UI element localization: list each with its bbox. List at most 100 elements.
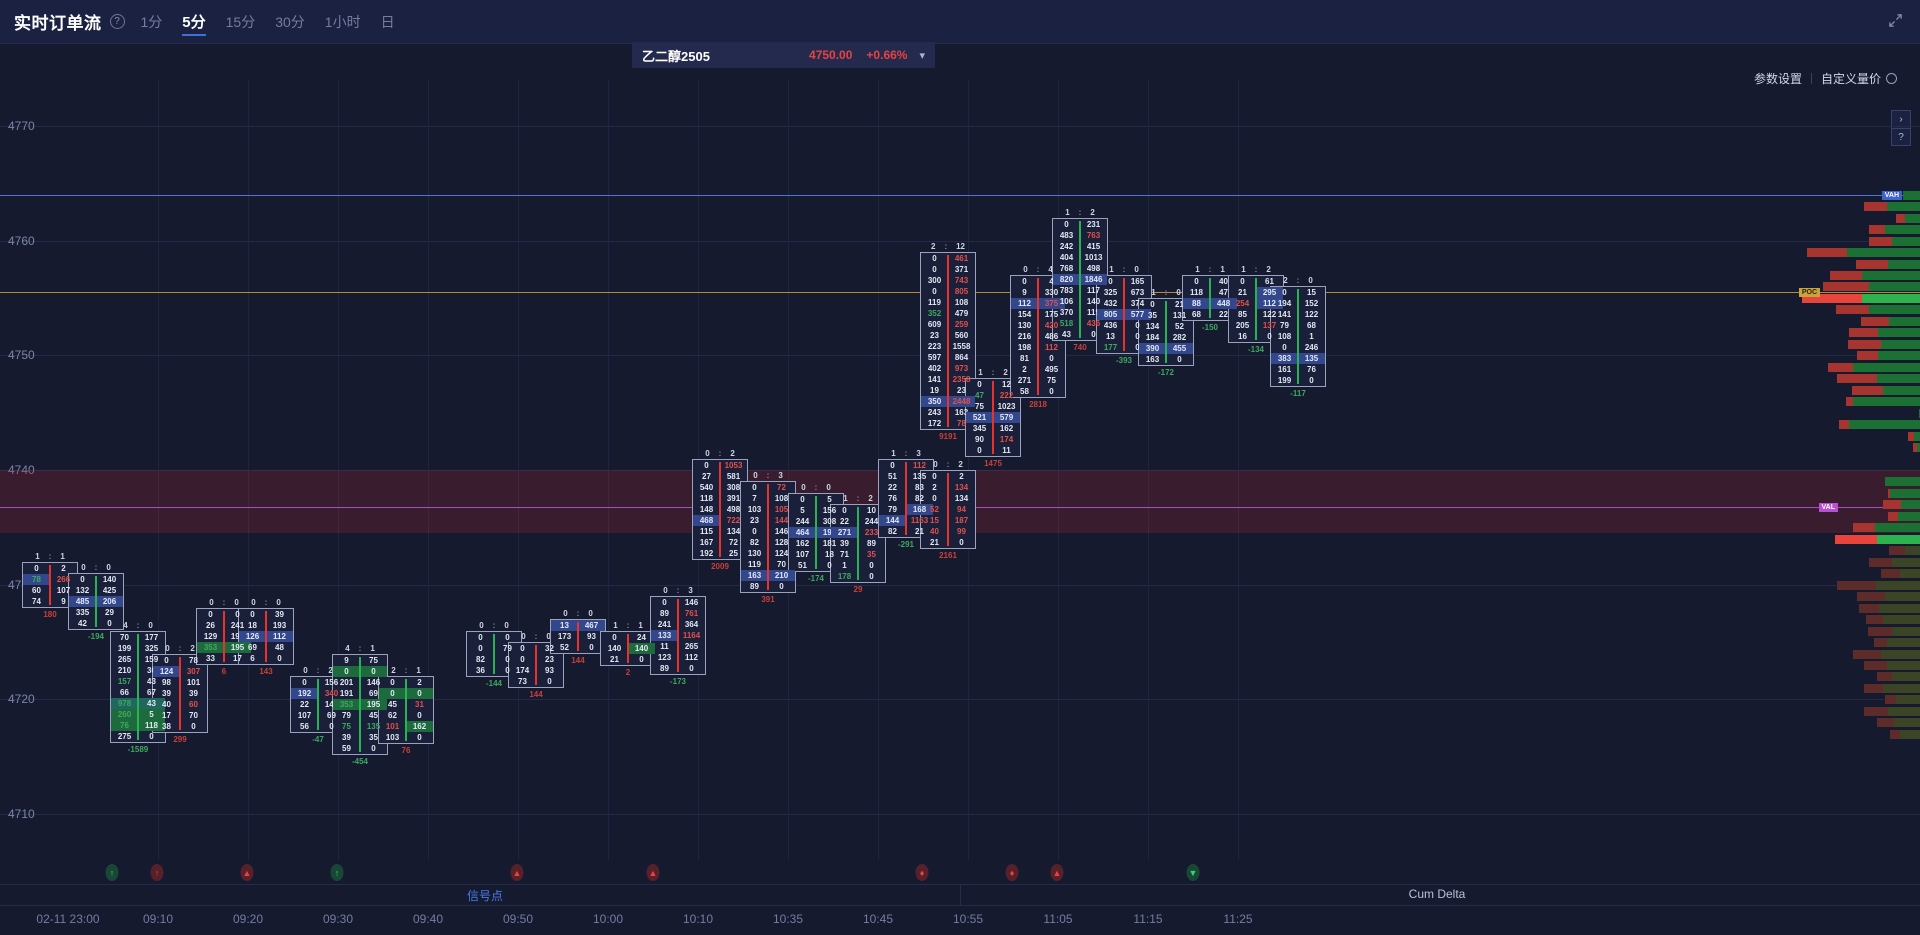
chevron-down-icon[interactable]: ▾ <box>919 49 925 62</box>
cluster-candle-spine <box>405 679 407 742</box>
footprint-cluster[interactable]: 1:3 0 112 51 135 22 83 76 82 79 168 144 1163 82 21 -291 <box>878 448 934 550</box>
signal-marker-sell[interactable]: ▲ <box>240 864 254 881</box>
ask-volume-cell: 0 <box>959 538 964 547</box>
footprint-cluster[interactable]: 0:0 0 0 26 241 129 195 353 195 33 17 6 <box>196 597 252 677</box>
footprint-cluster[interactable]: 1:0 0 165 325 673 432 374 805 577 436 0 13 0 177 0 -393 <box>1096 264 1152 366</box>
footprint-cluster[interactable]: 2:12 0 461 0 371 300 743 0 805 119 108 352 479 609 259… <box>920 241 976 442</box>
cluster-imbalance-header: 1:1 <box>600 620 656 631</box>
footprint-cluster[interactable]: 1:2 0 231 483 763 242 415 404 1013 768 498 820 1846 7… <box>1052 207 1108 353</box>
footprint-cluster[interactable]: 2:0 0 15 194 152 141 122 79 68 108 1 0 246 383 135 161 7… <box>1270 275 1326 399</box>
chart-plot-area[interactable]: 4770476047504740473047204710 1:102782666… <box>0 80 1920 860</box>
signal-marker-sell[interactable]: ▲ <box>646 864 660 881</box>
footprint-cluster[interactable]: 0:0 0 32 0 23 174 93 73 0 144 <box>508 631 564 700</box>
footprint-row: 140 140 <box>601 642 655 654</box>
ask-volume-cell: 2 <box>417 678 422 688</box>
cluster-candle-spine <box>1165 300 1167 363</box>
signal-marker-sell[interactable]: ▲ <box>1050 864 1064 881</box>
cluster-candle-spine <box>815 495 817 569</box>
bid-volume-cell: 244 <box>795 516 810 526</box>
buy-volume-bar <box>1889 316 1920 326</box>
ask-volume-cell: 118 <box>138 719 165 731</box>
question-circle-icon[interactable]: ? <box>109 14 125 29</box>
footprint-cluster[interactable]: 1:2 0 61 21 295 254 112 85 122 205 137 16 0 -134 <box>1228 264 1284 355</box>
footprint-cluster[interactable]: 0:4 0 4 9 330 112 375 154 175 130 420 216 486 198 112 8… <box>1010 264 1066 410</box>
symbol-banner[interactable]: 乙二醇2505 4750.00 +0.66% ▾ <box>632 42 935 68</box>
imbalance-bid: 0 <box>563 609 568 619</box>
bid-volume-cell: 39 <box>162 688 171 698</box>
ask-volume-cell: 69 <box>327 711 336 721</box>
footprint-cluster[interactable]: 1:1 0 24 140 140 21 0 2 <box>600 620 656 678</box>
ask-volume-cell: 231 <box>1086 219 1101 229</box>
bid-volume-cell: 35 <box>1148 310 1157 320</box>
ask-volume-cell: 112 <box>685 653 698 663</box>
ask-volume-cell: 233 <box>864 528 879 538</box>
footprint-row: 468 722 <box>693 514 747 526</box>
signal-marker-sell[interactable]: ▲ <box>510 864 524 881</box>
poc-tag: POC <box>1798 288 1820 298</box>
ask-volume-cell: 448 <box>1210 298 1237 309</box>
signal-marker-buy[interactable]: ▼ <box>1186 864 1200 881</box>
custom-volume-price-button[interactable]: 自定义量价 <box>1812 70 1906 87</box>
footprint-cluster[interactable]: 0:2 0 156 192 340 22 146 107 69 56 0 -47 <box>290 665 346 745</box>
footprint-row: 0 165 <box>1097 276 1151 287</box>
bid-volume-cell: 978 <box>111 697 138 709</box>
signal-marker-sell[interactable]: ↑ <box>150 864 164 881</box>
timeframe-tab-0[interactable]: 1分 <box>141 0 163 44</box>
bid-volume-cell: 402 <box>927 364 942 374</box>
footprint-cluster[interactable]: 0:0 13 467 173 93 52 0 144 <box>550 608 606 666</box>
imbalance-ask: 2 <box>1003 368 1008 378</box>
cluster-delta-value: -174 <box>807 573 824 583</box>
timeframe-tab-1[interactable]: 5分 <box>182 0 206 44</box>
footprint-cluster[interactable]: 1:1 0 2 78 266 60 107 74 9 180 <box>22 551 78 620</box>
footprint-row: 345 162 <box>966 423 1020 434</box>
footprint-cluster[interactable]: 4:1 9 75 0 0 201 146 191 69 353 195 79 45 75 135 39 35 59… <box>332 643 388 767</box>
timeframe-tab-4[interactable]: 1小时 <box>325 0 361 44</box>
help-icon[interactable]: ? <box>1892 128 1910 145</box>
sell-volume-bar <box>1880 569 1900 579</box>
signal-marker-buy[interactable]: ↑ <box>330 864 344 881</box>
signal-marker-buy[interactable]: ↑ <box>105 864 119 881</box>
footprint-cluster[interactable]: 1:1 0 40 118 47 88 448 68 22 -150 <box>1182 264 1238 333</box>
timeframe-tab-2[interactable]: 15分 <box>226 0 256 44</box>
footprint-cluster[interactable]: 0:3 0 146 89 761 241 364 133 1164 11 265 123 112 89 0-… <box>650 585 706 687</box>
panel-divider <box>960 884 961 906</box>
footprint-row: 23 560 <box>921 330 975 341</box>
ask-volume-cell: 30 <box>147 665 156 675</box>
signal-marker-sell[interactable]: ♦ <box>915 864 929 881</box>
footprint-row: 107 18 <box>789 549 843 560</box>
chevron-right-icon[interactable]: › <box>1899 114 1903 125</box>
signal-marker-sell[interactable]: ♦ <box>1005 864 1019 881</box>
bid-volume-cell: 126 <box>239 630 266 642</box>
footprint-cluster[interactable]: 0:3 0 72 7 108 103 105 23 144 0 146 82 128 130 124 119 7… <box>740 470 796 605</box>
footprint-row: 40 99 <box>921 526 975 537</box>
parameter-settings-button[interactable]: 参数设置 <box>1753 72 1802 86</box>
footprint-cluster[interactable]: 0:2 0 78 124 307 98 101 39 39 40 60 17 70 38 0 299 <box>152 643 208 745</box>
footprint-cluster[interactable]: 2:1 0 2 0 0 45 31 62 0 101 162 103 0 76 <box>378 665 434 756</box>
footprint-cluster[interactable]: 0:0 0 0 0 79 82 0 36 0 -144 <box>466 620 522 689</box>
footprint-cluster[interactable]: 1:2 0 10 22 244 271 233 39 89 71 35 1 0 178 0 29 <box>830 493 886 595</box>
sell-volume-bar <box>1884 695 1896 705</box>
gear-icon[interactable] <box>1886 73 1897 84</box>
footprint-cluster[interactable]: 0:0 0 140 132 425 485 206 335 29 42 0 -194 <box>68 562 124 642</box>
bid-volume-cell: 0 <box>932 472 937 481</box>
sell-volume-bar <box>1828 362 1854 372</box>
bid-volume-cell: 78 <box>23 573 50 585</box>
footprint-cluster[interactable]: 0:2 0 2 2 134 0 134 52 94 15 187 40 99 21 0 2161 <box>920 459 976 561</box>
footprint-cluster[interactable]: 0:2 0 1053 27 581 540 308 118 391 148 498 468 722 115… <box>692 448 748 572</box>
timeframe-tab-3[interactable]: 30分 <box>275 0 305 44</box>
timeframe-tab-5[interactable]: 日 <box>381 0 395 44</box>
ask-volume-cell: 68 <box>1307 321 1316 331</box>
footprint-cluster[interactable]: 4:0 70 177 199 325 265 159 210 30 157 43 66 67 978 43 2… <box>110 620 166 755</box>
footprint-cluster[interactable]: 1:2 0 12 47 222 75 1023 521 579 345 162 90 174 0 11 147… <box>965 367 1021 469</box>
footprint-cluster[interactable]: 1:0 0 21 35 131 134 52 184 282 390 455 163 0 -172 <box>1138 287 1194 378</box>
bid-volume-cell: 26 <box>206 620 215 630</box>
ask-volume-cell: 47 <box>1219 288 1228 297</box>
bid-volume-cell: 243 <box>927 408 942 418</box>
footprint-cluster[interactable]: 0:0 0 39 18 193 126 112 69 48 6 0 143 <box>238 597 294 677</box>
expand-icon[interactable] <box>1888 13 1904 29</box>
cluster-candle-spine <box>535 645 537 686</box>
bid-volume-cell: 21 <box>610 654 619 664</box>
bid-volume-cell: 134 <box>1145 321 1160 331</box>
ask-volume-cell: 0 <box>639 654 644 664</box>
